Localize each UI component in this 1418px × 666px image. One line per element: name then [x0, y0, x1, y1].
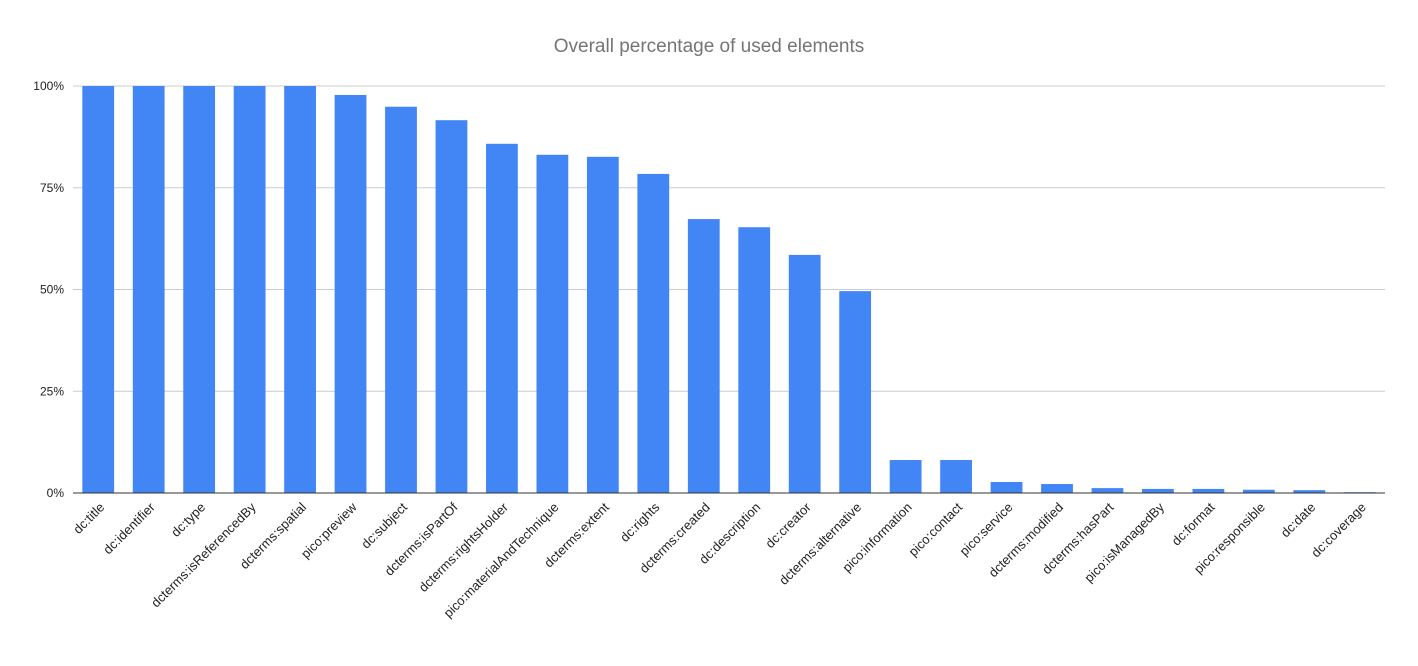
- bar-dcterms-created: [687, 219, 720, 494]
- bar-dc-identifier: [132, 86, 165, 493]
- bar-pico-ismanagedby: [1142, 488, 1174, 493]
- bar-dcterms-alternative: [839, 291, 872, 493]
- chart-title: Overall percentage of used elements: [554, 36, 865, 57]
- bar-pico-information: [889, 460, 922, 493]
- y-tick-label: 50%: [40, 283, 64, 297]
- x-tick-label: dc:date: [1278, 500, 1319, 541]
- x-tick-label: dc:identifier: [100, 499, 158, 557]
- x-tick-label: dc:format: [1169, 499, 1218, 548]
- x-tick-label: dc:title: [70, 500, 107, 537]
- bar-dc-date: [1293, 490, 1326, 493]
- bar-dcterms-extent: [586, 156, 619, 493]
- x-tick-label: dc:coverage: [1308, 500, 1369, 561]
- y-tick-label: 0%: [47, 486, 65, 500]
- bar-dc-rights: [637, 173, 670, 494]
- x-tick-label: dc:creator: [762, 499, 814, 551]
- bar-dc-description: [738, 227, 771, 493]
- y-axis-tick-labels: 0% 25% 50% 75% 100%: [33, 79, 64, 500]
- bar-pico-responsible: [1242, 489, 1275, 493]
- x-tick-label: dcterms:rightsHolder: [416, 499, 512, 595]
- bars: [82, 86, 1376, 494]
- y-tick-label: 25%: [40, 384, 64, 398]
- bar-pico-contact: [940, 460, 972, 493]
- bar-pico-service: [990, 482, 1023, 493]
- bar-pico-preview: [334, 94, 367, 493]
- bar-dcterms-haspart: [1091, 488, 1124, 493]
- bar-dcterms-modified: [1041, 484, 1073, 493]
- bar-dcterms-isreferencedby: [233, 86, 266, 493]
- bar-dc-subject: [385, 106, 417, 494]
- bar-dc-type: [183, 86, 216, 493]
- x-tick-label: pico:contact: [906, 499, 966, 559]
- bar-dc-title: [82, 86, 115, 493]
- x-tick-label: dc:subject: [358, 499, 410, 551]
- bar-dcterms-ispartof: [435, 120, 468, 494]
- bar-dcterms-rightsholder: [486, 143, 518, 493]
- y-tick-label: 75%: [40, 181, 64, 195]
- bar-pico-materialandtechnique: [536, 154, 569, 493]
- bar-dc-format: [1192, 488, 1225, 493]
- x-tick-label: dc:rights: [617, 499, 663, 545]
- bar-dcterms-spatial: [284, 86, 316, 493]
- bar-dc-creator: [788, 254, 821, 493]
- x-tick-label: dc:type: [168, 500, 208, 540]
- y-tick-label: 100%: [33, 79, 64, 93]
- gridlines: [73, 85, 1385, 392]
